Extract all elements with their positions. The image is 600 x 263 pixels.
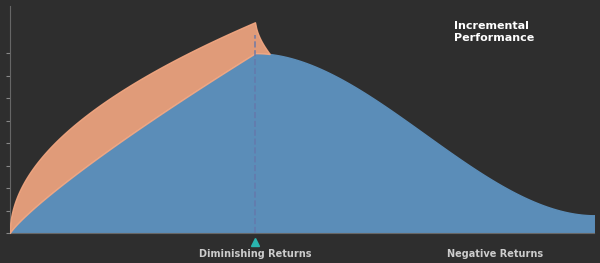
Text: Negative Returns: Negative Returns [447,249,543,259]
Text: Diminishing Returns: Diminishing Returns [199,249,311,259]
Text: Incremental
Performance: Incremental Performance [454,22,535,43]
